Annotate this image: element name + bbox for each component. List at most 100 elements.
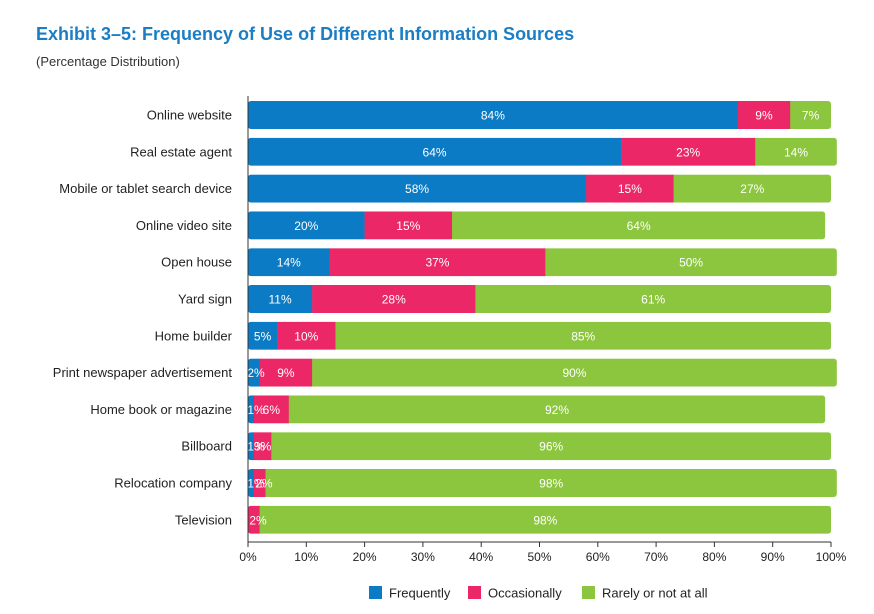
data-label-rarely-or-not-at-all: 98% bbox=[539, 477, 563, 491]
data-label-frequently: 64% bbox=[423, 145, 447, 159]
data-label-rarely-or-not-at-all: 7% bbox=[802, 109, 820, 123]
bar-real-estate-agent bbox=[248, 137, 837, 166]
bar-segment-occasionally bbox=[253, 469, 266, 497]
bar-segment-rarely-or-not-at-all bbox=[673, 174, 831, 203]
bar-segment-occasionally bbox=[364, 211, 453, 240]
data-label-rarely-or-not-at-all: 92% bbox=[545, 403, 569, 417]
bar-segment-frequently bbox=[248, 101, 739, 129]
category-label-billboard: Billboard bbox=[181, 439, 232, 454]
category-label-television: Television bbox=[175, 512, 232, 527]
data-label-occasionally: 9% bbox=[277, 366, 295, 380]
bar-segment-frequently bbox=[248, 174, 587, 203]
category-label-online-website: Online website bbox=[147, 108, 232, 123]
x-tick-label: 60% bbox=[586, 550, 610, 564]
bar-segment-rarely-or-not-at-all bbox=[790, 101, 831, 129]
category-label-yard-sign: Yard sign bbox=[178, 292, 232, 307]
x-tick-label: 100% bbox=[816, 550, 847, 564]
data-label-occasionally: 23% bbox=[676, 145, 700, 159]
data-label-rarely-or-not-at-all: 61% bbox=[641, 293, 665, 307]
bar-segment-rarely-or-not-at-all bbox=[475, 285, 831, 313]
data-label-frequently: 84% bbox=[481, 109, 505, 123]
x-tick-label: 90% bbox=[761, 550, 785, 564]
data-label-rarely-or-not-at-all: 98% bbox=[533, 513, 557, 527]
bar-segment-occasionally bbox=[737, 101, 791, 129]
legend-label: Frequently bbox=[389, 586, 451, 601]
bar-segment-rarely-or-not-at-all bbox=[288, 395, 826, 424]
bar-segment-occasionally bbox=[259, 358, 313, 387]
bar-segment-rarely-or-not-at-all bbox=[755, 137, 837, 166]
bar-open-house bbox=[248, 248, 837, 277]
data-label-occasionally: 9% bbox=[755, 109, 773, 123]
bar-home-builder bbox=[248, 321, 831, 350]
bar-segment-frequently bbox=[248, 211, 365, 240]
data-label-rarely-or-not-at-all: 50% bbox=[679, 256, 703, 270]
bar-segment-occasionally bbox=[312, 285, 476, 313]
data-label-rarely-or-not-at-all: 85% bbox=[571, 329, 595, 343]
bar-segment-rarely-or-not-at-all bbox=[312, 358, 837, 387]
data-label-occasionally: 15% bbox=[618, 182, 642, 196]
legend-label: Occasionally bbox=[488, 586, 562, 601]
data-label-frequently: 58% bbox=[405, 182, 429, 196]
x-tick-label: 40% bbox=[469, 550, 493, 564]
category-label-relocation-company: Relocation company bbox=[114, 476, 232, 491]
data-label-rarely-or-not-at-all: 14% bbox=[784, 145, 808, 159]
data-label-frequently: 1% bbox=[247, 403, 265, 417]
bar-segment-rarely-or-not-at-all bbox=[545, 248, 837, 277]
data-label-rarely-or-not-at-all: 90% bbox=[562, 366, 586, 380]
data-label-rarely-or-not-at-all: 27% bbox=[740, 182, 764, 196]
bar-segment-occasionally bbox=[329, 248, 546, 277]
bar-online-website bbox=[248, 101, 831, 129]
x-tick-label: 30% bbox=[411, 550, 435, 564]
bar-segment-frequently bbox=[248, 321, 278, 350]
category-label-real-estate-agent: Real estate agent bbox=[130, 144, 232, 159]
bar-home-book-or-magazine bbox=[248, 395, 826, 424]
bar-segment-frequently bbox=[248, 137, 622, 166]
data-label-frequently: 11% bbox=[268, 293, 291, 307]
chart-title: Exhibit 3–5: Frequency of Use of Differe… bbox=[36, 24, 575, 44]
bar-segment-rarely-or-not-at-all bbox=[271, 432, 831, 461]
bar-online-video-site bbox=[248, 211, 826, 240]
bar-segment-occasionally bbox=[621, 137, 756, 166]
legend-swatch bbox=[369, 586, 382, 599]
data-label-frequently: 1% bbox=[247, 477, 265, 491]
x-tick-label: 0% bbox=[239, 550, 257, 564]
legend-swatch bbox=[468, 586, 481, 599]
bar-relocation-company bbox=[248, 469, 837, 497]
bar-segment-occasionally bbox=[277, 321, 336, 350]
data-label-frequently: 14% bbox=[277, 256, 301, 270]
data-label-occasionally: 3% bbox=[254, 440, 272, 454]
category-label-home-builder: Home builder bbox=[155, 328, 233, 343]
category-label-print-newspaper-advertisement: Print newspaper advertisement bbox=[53, 365, 233, 380]
data-label-frequently: 2% bbox=[247, 366, 265, 380]
data-label-frequently: 20% bbox=[294, 219, 318, 233]
data-label-occasionally: 10% bbox=[294, 329, 318, 343]
legend-swatch bbox=[582, 586, 595, 599]
x-tick-label: 20% bbox=[353, 550, 377, 564]
x-tick-label: 70% bbox=[644, 550, 668, 564]
data-label-occasionally: 2% bbox=[255, 477, 273, 491]
chart-subtitle: (Percentage Distribution) bbox=[36, 54, 180, 69]
bar-yard-sign bbox=[248, 285, 831, 313]
data-label-occasionally: 15% bbox=[396, 219, 420, 233]
data-label-rarely-or-not-at-all: 96% bbox=[539, 440, 563, 454]
bar-segment-occasionally bbox=[253, 395, 290, 424]
bar-segment-frequently bbox=[248, 432, 255, 461]
x-tick-label: 10% bbox=[294, 550, 318, 564]
legend-label: Rarely or not at all bbox=[602, 586, 708, 601]
bar-print-newspaper-advertisement bbox=[248, 358, 837, 387]
bar-segment-occasionally bbox=[253, 432, 272, 461]
bar-mobile-or-tablet-search-device bbox=[248, 174, 831, 203]
x-tick-label: 80% bbox=[702, 550, 726, 564]
data-label-rarely-or-not-at-all: 64% bbox=[627, 219, 651, 233]
data-label-frequently: 1% bbox=[247, 440, 265, 454]
bar-segment-rarely-or-not-at-all bbox=[452, 211, 826, 240]
bar-segment-rarely-or-not-at-all bbox=[259, 505, 831, 534]
x-tick-label: 50% bbox=[527, 550, 551, 564]
data-label-occasionally: 37% bbox=[425, 256, 449, 270]
data-label-occasionally: 2% bbox=[249, 513, 267, 527]
bar-television bbox=[248, 505, 831, 534]
bar-segment-occasionally bbox=[586, 174, 674, 203]
bar-segment-frequently bbox=[248, 469, 255, 497]
bar-segment-frequently bbox=[248, 358, 260, 387]
